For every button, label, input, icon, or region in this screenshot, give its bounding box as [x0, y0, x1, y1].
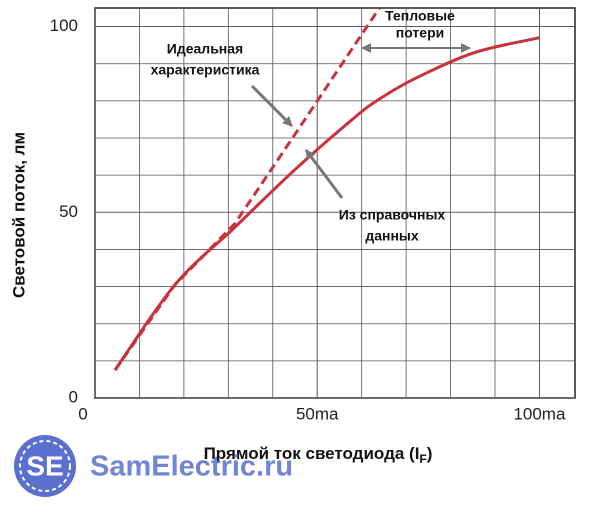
logo-ring — [19, 440, 71, 492]
arrow — [250, 84, 294, 128]
x-tick-label: 100ma — [513, 404, 566, 423]
x-title-text: Прямой ток светодиода (I — [204, 444, 420, 463]
arrow — [304, 149, 344, 199]
x-tick-label: 0 — [78, 404, 87, 423]
annotation-line: данных — [365, 228, 419, 244]
x-title-sub: F — [419, 452, 426, 466]
annotation-line: Из справочных — [339, 207, 446, 223]
watermark-text: SamElectric.ru — [90, 451, 293, 483]
y-tick-label: 100 — [50, 16, 78, 35]
x-title-end: ) — [427, 444, 433, 463]
series-line — [113, 7, 381, 372]
logo-circle — [14, 435, 76, 497]
x-axis-title: Прямой ток светодиода (IF) — [204, 444, 433, 466]
annotation-ideal: Идеальная характеристика — [151, 41, 294, 128]
annotation-heat: Тепловые потери — [361, 8, 471, 53]
annotation-line: Тепловые — [385, 8, 455, 24]
annotation-line: потери — [396, 25, 444, 41]
annotation-line: характеристика — [151, 62, 260, 78]
y-tick-label: 50 — [59, 202, 78, 221]
y-axis-title: Световой поток, лм — [9, 132, 28, 298]
watermark: SE SamElectric.ru — [14, 435, 293, 497]
x-tick-label: 50ma — [296, 404, 339, 423]
y-tick-label: 0 — [69, 387, 78, 406]
logo-text: SE — [26, 450, 63, 481]
marks — [113, 7, 540, 372]
annotation-reference: Из справочных данных — [304, 149, 446, 244]
annotation-line: Идеальная — [167, 41, 243, 57]
